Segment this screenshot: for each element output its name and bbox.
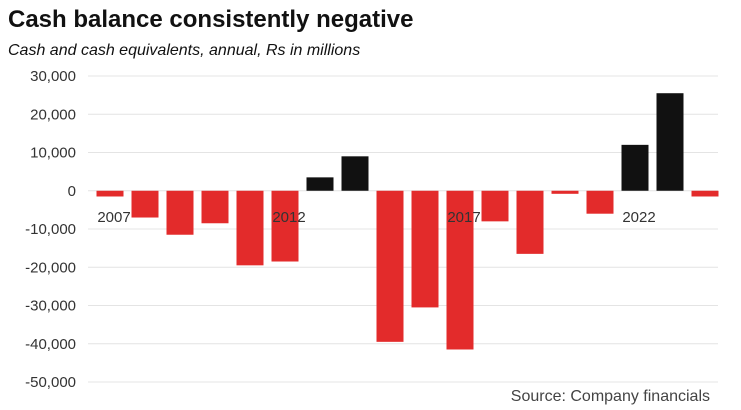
y-tick-label: 30,000 <box>30 68 76 85</box>
bar-2016 <box>411 190 439 308</box>
chart-subtitle: Cash and cash equivalents, annual, Rs in… <box>8 42 361 59</box>
y-tick-label: -40,000 <box>25 336 76 353</box>
bar-2021 <box>586 190 614 214</box>
x-tick-label: 2007 <box>97 209 130 226</box>
x-tick-label: 2017 <box>447 209 480 226</box>
y-tick-label: 20,000 <box>30 106 76 123</box>
y-tick-label: -50,000 <box>25 374 76 391</box>
bar-2019 <box>516 190 544 254</box>
bar-2015 <box>376 190 404 342</box>
bar-2011 <box>236 190 264 266</box>
bar-2014 <box>341 156 369 191</box>
bar-2020 <box>551 190 579 194</box>
y-tick-label: 0 <box>68 183 76 200</box>
x-tick-label: 2022 <box>622 209 655 226</box>
bar-2018 <box>481 190 509 222</box>
x-axis-ticks: 2007 2012 2017 2022 <box>97 209 655 226</box>
y-axis-ticks: 30,000 20,000 10,000 0 -10,000 -20,000 -30,000… <box>25 68 76 391</box>
bar-2010 <box>201 190 229 224</box>
bar-2024 <box>691 190 719 197</box>
bar-2013 <box>306 177 334 191</box>
y-tick-label: 10,000 <box>30 145 76 162</box>
bar-2008 <box>131 190 159 218</box>
source-note: Source: Company financials <box>511 388 710 405</box>
chart-title: Cash balance consistently negative <box>8 6 414 33</box>
bar-2017 <box>446 190 474 350</box>
x-tick-label: 2012 <box>272 209 305 226</box>
bar-2012 <box>271 190 299 262</box>
bar-2009 <box>166 190 194 235</box>
bar-2023 <box>656 93 684 191</box>
bar-2007 <box>96 190 124 197</box>
bars <box>96 93 719 350</box>
bar-2022 <box>621 144 649 191</box>
y-tick-label: -30,000 <box>25 298 76 315</box>
y-tick-label: -10,000 <box>25 221 76 238</box>
y-tick-label: -20,000 <box>25 259 76 276</box>
